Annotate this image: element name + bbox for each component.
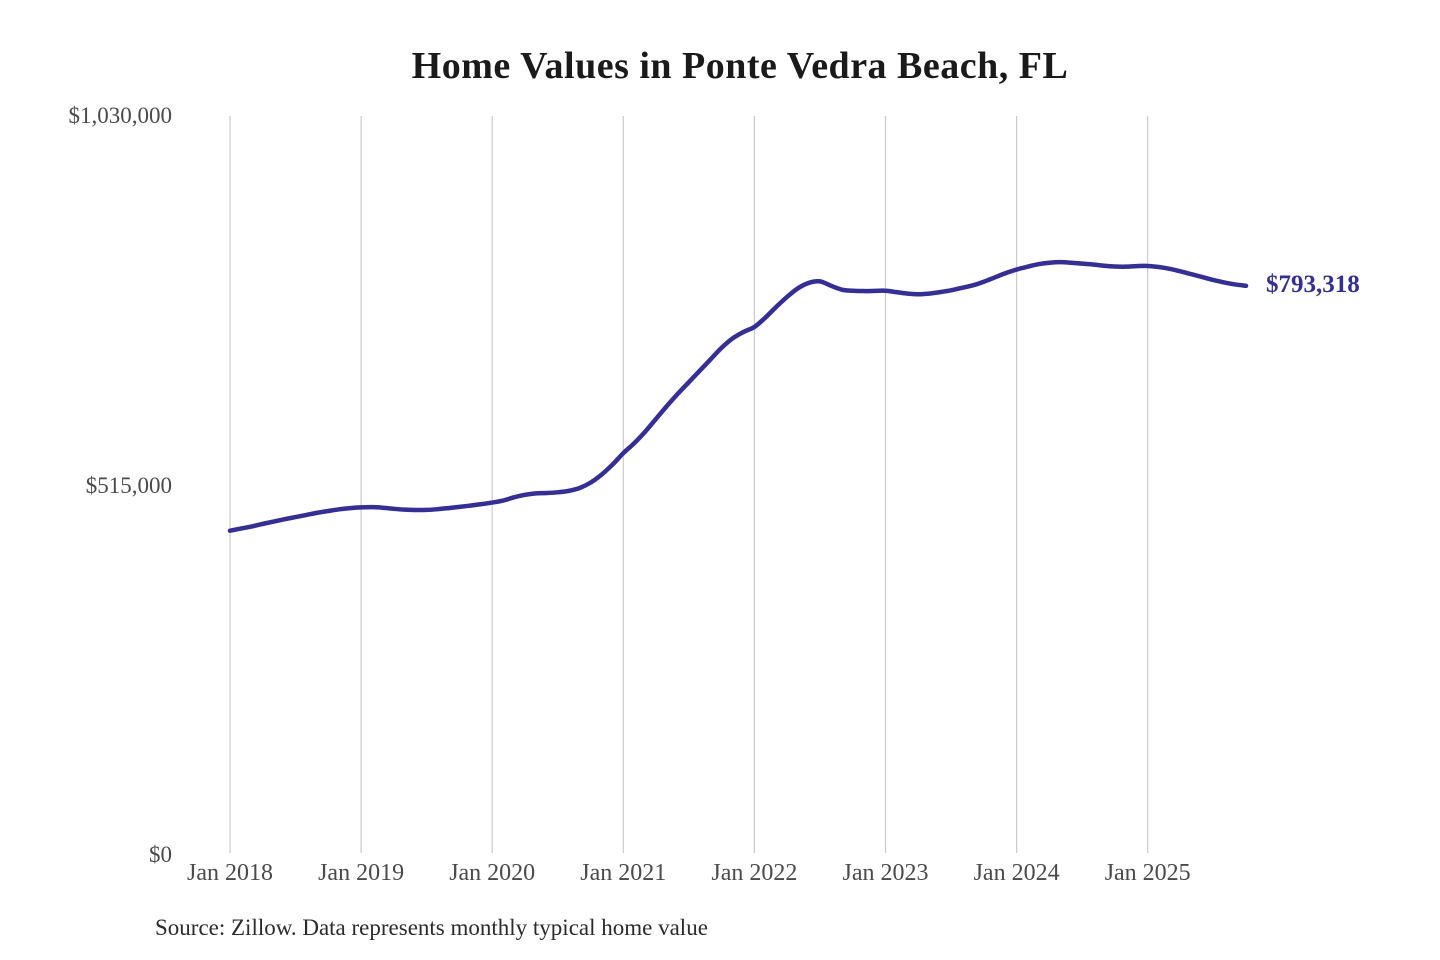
x-axis-tick-label: Jan 2022 — [711, 860, 798, 886]
x-axis-tick-label: Jan 2018 — [187, 860, 273, 886]
latest-value-label: $793,318 — [1266, 270, 1360, 298]
y-axis-tick-label: $1,030,000 — [68, 103, 173, 128]
y-axis-tick-label: $515,000 — [85, 472, 172, 498]
x-axis-tick-label: Jan 2021 — [580, 860, 667, 886]
y-axis-tick-label: $0 — [149, 842, 172, 867]
source-note: Source: Zillow. Data represents monthly … — [155, 915, 708, 940]
x-axis-tick-label: Jan 2025 — [1104, 860, 1191, 886]
year-gridlines — [229, 116, 1149, 853]
x-axis-tick-label: Jan 2019 — [318, 860, 405, 886]
x-axis-tick-label: Jan 2024 — [973, 860, 1060, 886]
chart-title: Home Values in Ponte Vedra Beach, FL — [411, 45, 1069, 87]
x-axis-tick-label: Jan 2020 — [449, 860, 536, 886]
home-value-line — [227, 259, 1249, 533]
x-axis-tick-label: Jan 2023 — [842, 860, 929, 886]
